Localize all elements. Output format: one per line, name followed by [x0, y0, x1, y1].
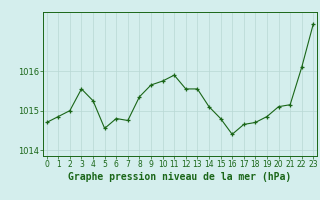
X-axis label: Graphe pression niveau de la mer (hPa): Graphe pression niveau de la mer (hPa) — [68, 172, 292, 182]
